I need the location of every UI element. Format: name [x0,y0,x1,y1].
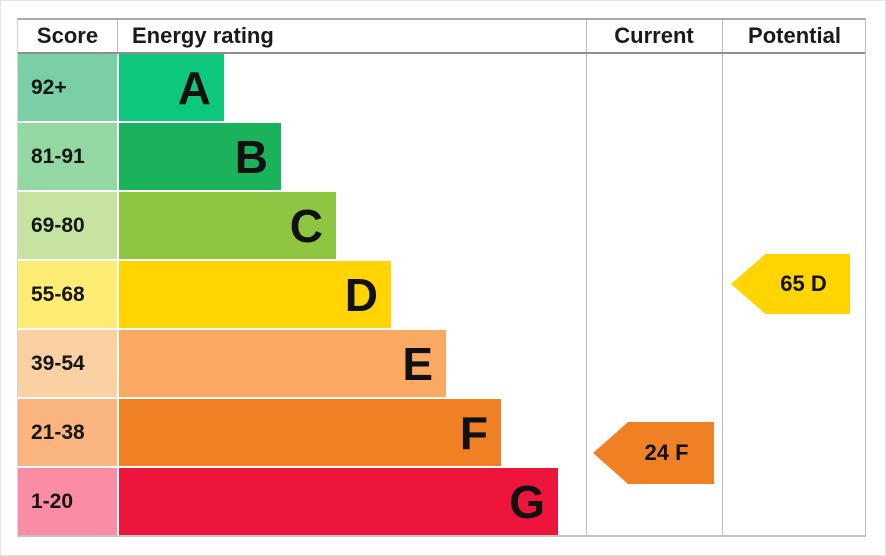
current-header: Current [614,23,694,48]
rating-bar-g: G [119,468,558,535]
rating-bar-b: B [119,123,281,190]
rating-row-e: 39-54 E [18,330,865,399]
header-row: Score Energy rating Current Potential [18,20,865,54]
rating-row-d: 55-68 D [18,261,865,330]
potential-header: Potential [748,23,841,48]
score-range-a: 92+ [18,54,117,121]
score-range-f: 21-38 [18,399,117,466]
current-column-divider [586,20,587,535]
potential-column-divider [722,20,723,535]
energy-rating-header: Energy rating [132,23,274,48]
score-range-d: 55-68 [18,261,117,328]
epc-table: Score Energy rating Current Potential 92… [17,18,866,537]
score-range-c: 69-80 [18,192,117,259]
rating-bar-c: C [119,192,336,259]
rating-bar-f: F [119,399,501,466]
rating-bar-d: D [119,261,391,328]
rating-row-a: 92+ A [18,54,865,123]
score-range-g: 1-20 [18,468,117,535]
rating-row-f: 21-38 F [18,399,865,468]
rating-bar-a: A [119,54,224,121]
score-range-b: 81-91 [18,123,117,190]
rating-bar-e: E [119,330,446,397]
rating-row-b: 81-91 B [18,123,865,192]
score-range-e: 39-54 [18,330,117,397]
rating-row-g: 1-20 G [18,468,865,537]
rating-row-c: 69-80 C [18,192,865,261]
score-column-divider [117,20,118,54]
rating-rows: 92+ A 81-91 B 69-80 C 55-68 D 39-54 E 21-38 F 1-20 G [18,54,865,537]
score-header: Score [36,23,99,48]
